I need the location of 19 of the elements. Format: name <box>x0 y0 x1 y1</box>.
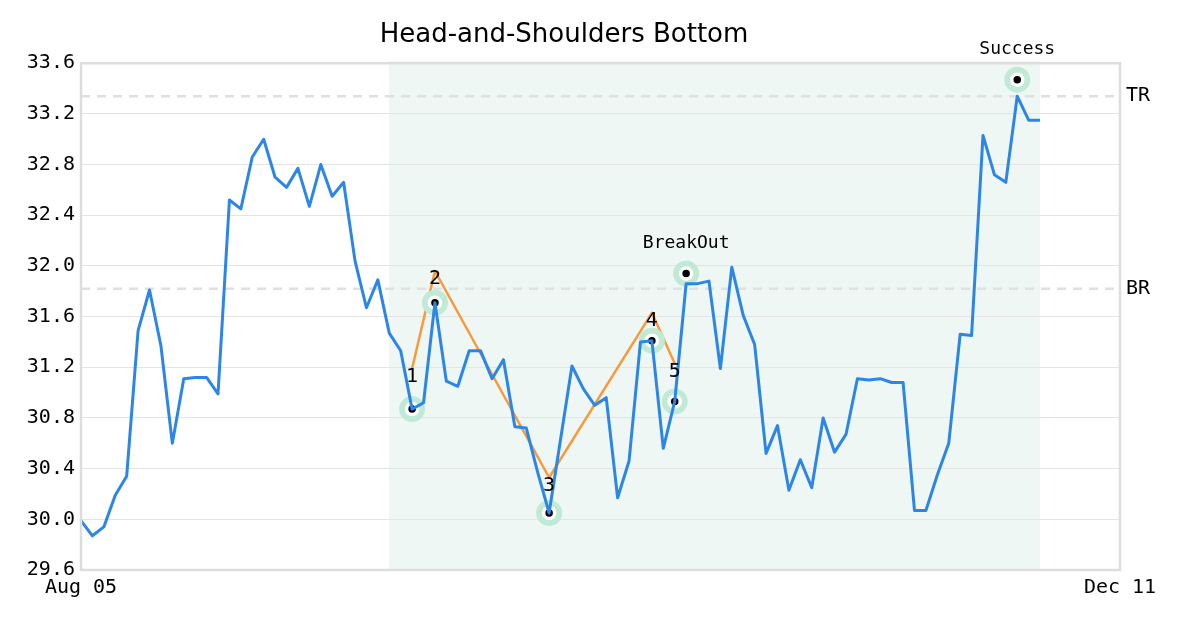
y-tick-label: 32.8 <box>26 150 75 175</box>
y-tick-label: 30.4 <box>26 454 75 479</box>
y-tick-label: 33.2 <box>26 100 75 125</box>
x-tick-label: Aug 05 <box>44 574 118 599</box>
data-label: Success <box>979 37 1056 59</box>
y-tick-label: 33.6 <box>26 49 75 74</box>
chart-title: Head-and-Shoulders Bottom <box>379 18 749 49</box>
data-label: BreakOut <box>642 231 730 253</box>
annotation: 2 <box>428 265 441 290</box>
y-tick-label: 30.0 <box>26 505 75 530</box>
y-tick-label: 31.6 <box>26 302 75 327</box>
x-tick-label: Dec 11 <box>1083 574 1157 599</box>
y-tick-label: 32.4 <box>26 201 75 226</box>
ref-line-label: TR <box>1126 82 1152 107</box>
annotation: 1 <box>406 362 419 387</box>
y-tick-label: 31.2 <box>26 353 75 378</box>
ref-line-label: BR <box>1126 274 1152 299</box>
y-tick-label: 30.8 <box>26 404 75 429</box>
y-tick-label: 32.0 <box>26 252 75 277</box>
